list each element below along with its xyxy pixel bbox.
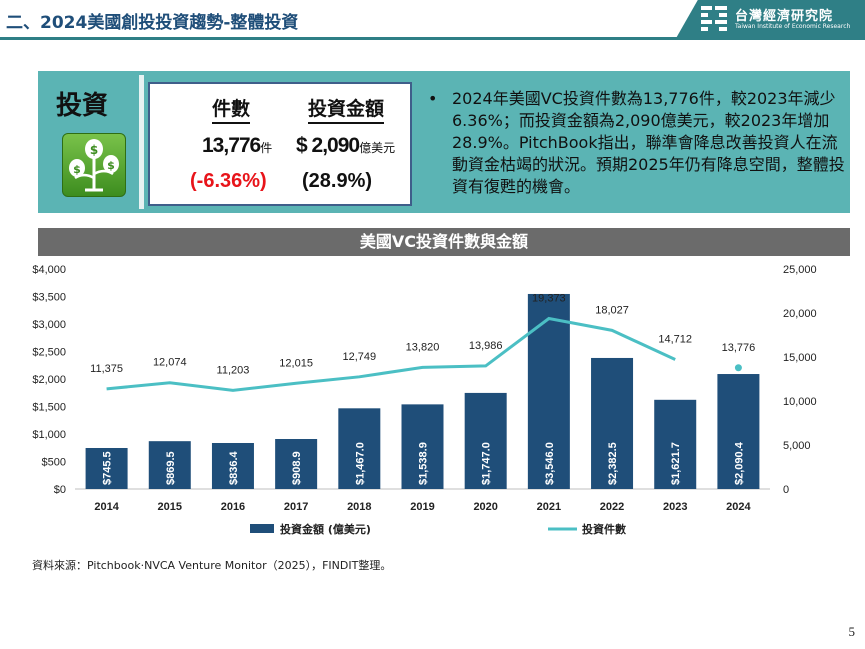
left-axis-tick-label: $4,000 [32, 264, 66, 276]
investment-summary-panel: 投資 $ $ $ 件數 投資金額 13,776件 $ 2,090億美元 (-6.… [38, 71, 850, 213]
bar-investment-amount [654, 399, 697, 489]
page-title: 二、2024美國創投投資趨勢-整體投資 [6, 13, 299, 33]
bar-investment-amount [527, 293, 570, 489]
bar-investment-amount [338, 408, 381, 489]
right-axis-tick-label: 20,000 [783, 308, 817, 320]
logo-english-name: Taiwan Institute of Economic Research [735, 23, 851, 30]
bullet-dot-icon: • [428, 89, 438, 108]
count-unit: 件 [260, 141, 273, 155]
tier-logo: 台灣經濟研究院 Taiwan Institute of Economic Res… [701, 4, 851, 36]
bar-data-label: $1,621.7 [670, 442, 682, 485]
bar-data-label: $1,538.9 [418, 442, 430, 485]
tier-logo-icon [701, 6, 727, 31]
legend-bar-swatch [250, 524, 274, 533]
bar-data-label: $836.4 [228, 450, 240, 485]
bar-investment-amount [464, 392, 507, 489]
line-point-2024 [734, 364, 742, 372]
left-axis-tick-label: $3,000 [32, 319, 66, 331]
bar-data-label: $1,467.0 [354, 442, 366, 485]
bar-data-label: $908.9 [291, 451, 303, 485]
source-note: 資料來源：Pitchbook‧NVCA Venture Monitor（2025… [32, 559, 392, 572]
line-data-label: 12,015 [279, 357, 313, 369]
bar-investment-amount [148, 441, 191, 489]
line-data-label: 14,712 [658, 334, 692, 346]
x-axis-tick-label: 2020 [473, 501, 497, 513]
line-data-label: 19,373 [532, 293, 566, 305]
divider-bar [139, 75, 144, 209]
line-data-label: 18,027 [595, 304, 629, 316]
summary-text: 2024年美國VC投資件數為13,776件，較2023年減少6.36%；而投資金… [452, 89, 845, 196]
x-axis-tick-label: 2015 [158, 501, 182, 513]
header-divider [0, 37, 690, 40]
line-data-label: 13,986 [469, 340, 503, 352]
amount-value: $ 2,090億美元 [296, 134, 395, 158]
x-axis-tick-label: 2016 [221, 501, 245, 513]
bar-data-label: $869.5 [165, 451, 177, 485]
line-data-label: 12,749 [342, 351, 376, 363]
bar-investment-amount [275, 439, 318, 489]
bar-data-label: $2,382.5 [607, 442, 619, 485]
count-value: 13,776件 [202, 134, 272, 158]
left-axis-tick-label: $1,000 [32, 429, 66, 441]
x-axis-tick-label: 2022 [600, 501, 624, 513]
x-axis-tick-label: 2019 [410, 501, 434, 513]
vc-investment-chart: $0 $500 $1,000 $1,500 $2,000 $2,500 $3,000 $3,5… [32, 264, 817, 536]
bar-investment-amount [717, 374, 760, 489]
x-axis-tick-label: 2014 [94, 501, 119, 513]
header: 二、2024美國創投投資趨勢-整體投資 台灣經濟研究院 Taiwan Insti… [0, 0, 865, 40]
right-axis-tick-label: 10,000 [783, 396, 817, 408]
right-axis-tick-label: 25,000 [783, 264, 817, 276]
bar-investment-amount [211, 442, 254, 489]
amount-number: $ 2,090 [296, 134, 360, 157]
legend-line-label: 投資件數 [582, 522, 626, 536]
left-axis-tick-label: $3,500 [32, 292, 66, 304]
svg-text:$: $ [107, 159, 115, 172]
chart-title: 美國VC投資件數與金額 [38, 228, 850, 256]
line-data-label: 11,203 [217, 364, 250, 376]
right-axis-tick-label: 15,000 [783, 352, 817, 364]
line-data-label: 13,776 [722, 342, 756, 354]
stats-card: 件數 投資金額 13,776件 $ 2,090億美元 (-6.36%) (28.… [148, 82, 412, 206]
line-data-label: 13,820 [406, 341, 440, 353]
summary-bullet: • 2024年美國VC投資件數為13,776件，較2023年減少6.36%；而投… [428, 88, 848, 198]
line-data-label: 12,074 [153, 357, 187, 369]
bar-investment-amount [85, 447, 128, 489]
svg-text:$: $ [90, 143, 98, 157]
line-data-label: 11,375 [90, 363, 123, 375]
amount-header: 投資金額 [308, 94, 385, 124]
bar-investment-amount [591, 357, 634, 489]
x-axis-tick-label: 2024 [726, 501, 751, 513]
bar-investment-amount [401, 404, 444, 489]
bar-data-label: $2,090.4 [733, 441, 745, 485]
x-axis-tick-label: 2017 [284, 501, 308, 513]
right-axis-tick-label: 0 [783, 484, 789, 496]
svg-text:$: $ [73, 163, 81, 176]
section-label: 投資 [56, 91, 109, 121]
x-axis-tick-label: 2018 [347, 501, 371, 513]
left-axis-tick-label: $2,500 [32, 347, 66, 359]
legend-bar-label: 投資金額 (億美元) [280, 522, 371, 536]
line-deal-count [106, 316, 676, 392]
count-number: 13,776 [202, 134, 261, 157]
amount-change: (28.9%) [302, 170, 373, 192]
x-axis-tick-label: 2021 [537, 501, 561, 513]
right-axis-tick-label: 5,000 [783, 440, 811, 452]
bar-data-label: $1,747.0 [481, 442, 493, 485]
left-axis-tick-label: $1,500 [32, 402, 66, 414]
amount-unit: 億美元 [359, 141, 396, 155]
left-axis-tick-label: $2,000 [32, 374, 66, 386]
money-plant-icon: $ $ $ [62, 133, 126, 197]
bar-data-label: $3,546.0 [544, 442, 556, 485]
count-header: 件數 [212, 94, 251, 124]
bar-data-label: $745.5 [102, 451, 114, 485]
left-axis-tick-label: $0 [54, 484, 66, 496]
x-axis-tick-label: 2023 [663, 501, 687, 513]
page-number: 5 [848, 624, 856, 639]
count-change: (-6.36%) [190, 170, 267, 192]
left-axis-tick-label: $500 [42, 457, 66, 469]
logo-chinese-name: 台灣經濟研究院 [735, 9, 834, 24]
